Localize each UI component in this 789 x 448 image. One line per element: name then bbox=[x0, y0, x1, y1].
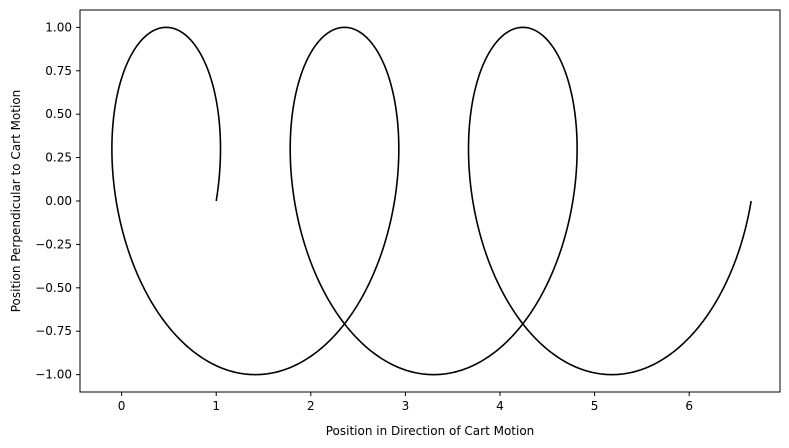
y-tick-label: −0.25 bbox=[35, 237, 72, 251]
y-tick-label: 0.00 bbox=[45, 194, 72, 208]
plot-frame bbox=[79, 9, 781, 393]
series-line bbox=[111, 26, 752, 376]
y-tick-label: 0.50 bbox=[45, 107, 72, 121]
x-tick-label: 4 bbox=[496, 399, 504, 413]
y-tick-label: −0.75 bbox=[35, 324, 72, 338]
y-tick-label: 1.00 bbox=[45, 20, 72, 34]
x-tick-label: 3 bbox=[402, 399, 410, 413]
x-tick-label: 1 bbox=[212, 399, 220, 413]
y-tick-label: −1.00 bbox=[35, 368, 72, 382]
x-tick-label: 0 bbox=[118, 399, 126, 413]
y-tick-label: 0.25 bbox=[45, 151, 72, 165]
x-axis-label: Position in Direction of Cart Motion bbox=[326, 424, 535, 438]
x-tick-label: 2 bbox=[307, 399, 315, 413]
x-tick-label: 5 bbox=[591, 399, 599, 413]
y-axis-label: Position Perpendicular to Cart Motion bbox=[9, 90, 23, 313]
y-tick-label: 0.75 bbox=[45, 64, 72, 78]
y-tick-label: −0.50 bbox=[35, 281, 72, 295]
x-tick-label: 6 bbox=[685, 399, 693, 413]
